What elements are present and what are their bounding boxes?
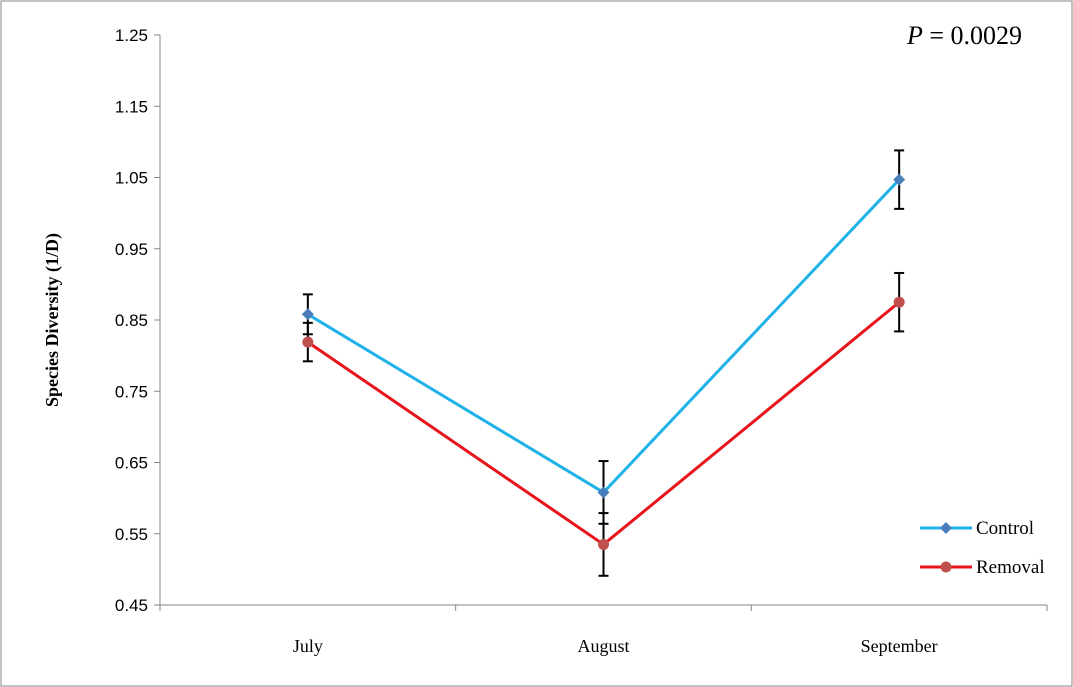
y-tick-label: 1.25	[115, 26, 148, 45]
y-tick-label: 0.75	[115, 382, 148, 401]
data-point-control	[301, 308, 314, 321]
markers-group	[301, 173, 906, 550]
y-axis-label: Species Diversity (1/D)	[42, 233, 63, 407]
legend: Control Removal	[920, 518, 1045, 578]
y-tick-label: 1.15	[115, 97, 148, 116]
legend-marker	[940, 561, 952, 573]
data-point-removal	[598, 538, 609, 550]
x-tick-label: July	[293, 636, 323, 656]
y-tick-label: 1.05	[115, 169, 148, 188]
y-tick-label: 0.95	[115, 240, 148, 259]
data-point-control	[597, 486, 610, 499]
x-tick-label: August	[577, 636, 629, 656]
y-tick-label: 0.65	[115, 454, 148, 473]
data-point-control	[893, 173, 906, 186]
legend-marker	[940, 522, 952, 534]
p-value-italic: P	[906, 21, 923, 50]
y-tick-label: 0.85	[115, 311, 148, 330]
p-value-rest: = 0.0029	[923, 21, 1022, 50]
data-point-removal	[893, 296, 905, 308]
y-tick-label: 0.55	[115, 525, 148, 544]
tick-labels-group: 0.45 0.55 0.65 0.75 0.85 0.95 1.05 1.15 1.25 July…	[115, 26, 938, 656]
legend-label: Control	[976, 518, 1034, 539]
x-tick-label: September	[861, 636, 938, 656]
p-value-annotation: P = 0.0029	[906, 21, 1022, 50]
axes-group	[154, 34, 1048, 611]
data-point-removal	[302, 336, 314, 348]
y-tick-label: 0.45	[115, 596, 148, 615]
legend-label: Removal	[976, 557, 1045, 578]
